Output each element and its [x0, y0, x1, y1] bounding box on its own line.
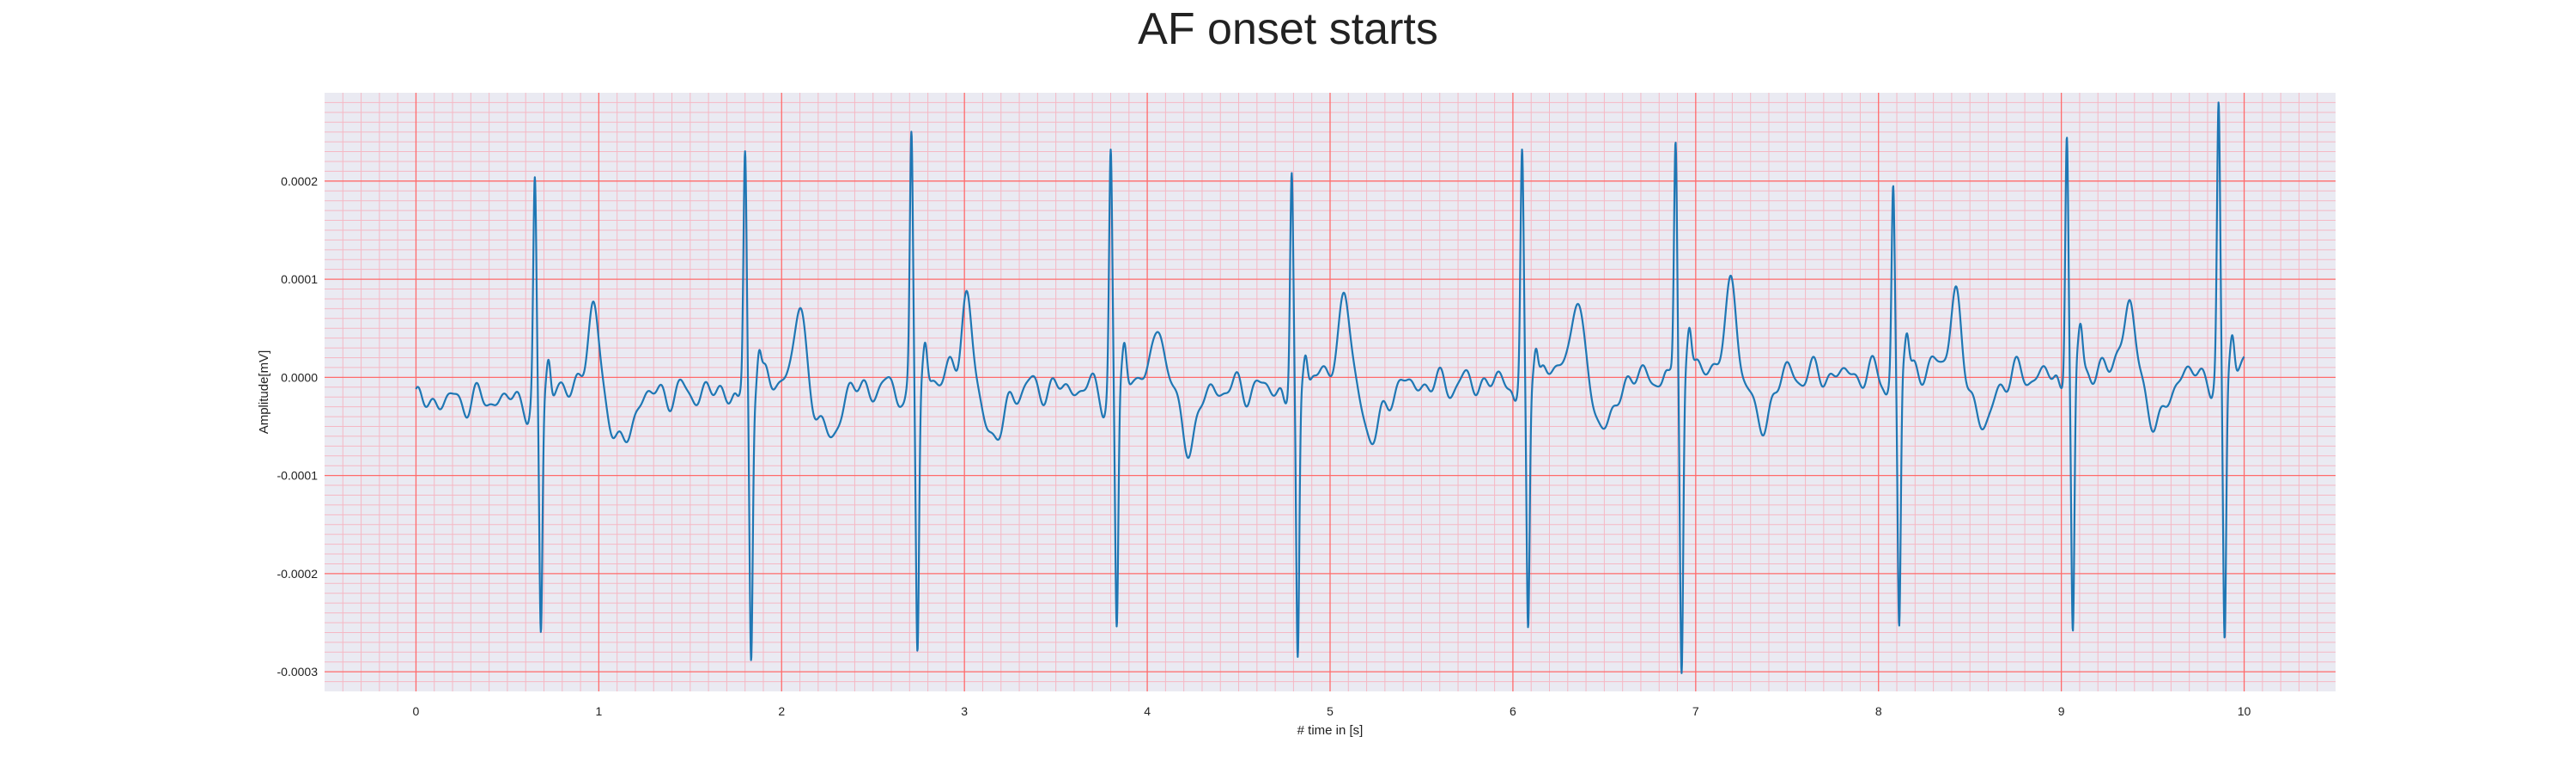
y-tick-label: -0.0001: [277, 469, 319, 483]
x-tick-label: 2: [778, 704, 785, 718]
major-grid: [325, 93, 2336, 691]
x-tick-label: 0: [413, 704, 420, 718]
y-axis-label: Amplitude[mV]: [257, 350, 271, 435]
chart-title: AF onset starts: [1138, 4, 1438, 54]
x-tick-label: 3: [961, 704, 968, 718]
x-axis-ticks: 0 1 2 3 4 5 6 7 8 9 10: [413, 704, 2251, 718]
y-tick-label: 0.0000: [281, 370, 318, 384]
y-tick-label: 0.0002: [281, 174, 318, 188]
y-tick-label: -0.0002: [277, 567, 319, 581]
x-tick-label: 9: [2058, 704, 2065, 718]
x-axis-label: # time in [s]: [1297, 723, 1364, 738]
ecg-signal-line: [415, 101, 2245, 674]
x-tick-label: 7: [1692, 704, 1699, 718]
x-tick-label: 1: [595, 704, 602, 718]
y-tick-label: -0.0003: [277, 665, 319, 679]
x-tick-label: 4: [1144, 704, 1151, 718]
x-tick-label: 8: [1875, 704, 1882, 718]
x-tick-label: 10: [2238, 704, 2251, 718]
y-axis-ticks: -0.0003 -0.0002 -0.0001 0.0000 0.0001 0.0002: [277, 174, 319, 679]
y-tick-label: 0.0001: [281, 272, 318, 286]
x-tick-label: 5: [1327, 704, 1334, 718]
x-tick-label: 6: [1510, 704, 1516, 718]
